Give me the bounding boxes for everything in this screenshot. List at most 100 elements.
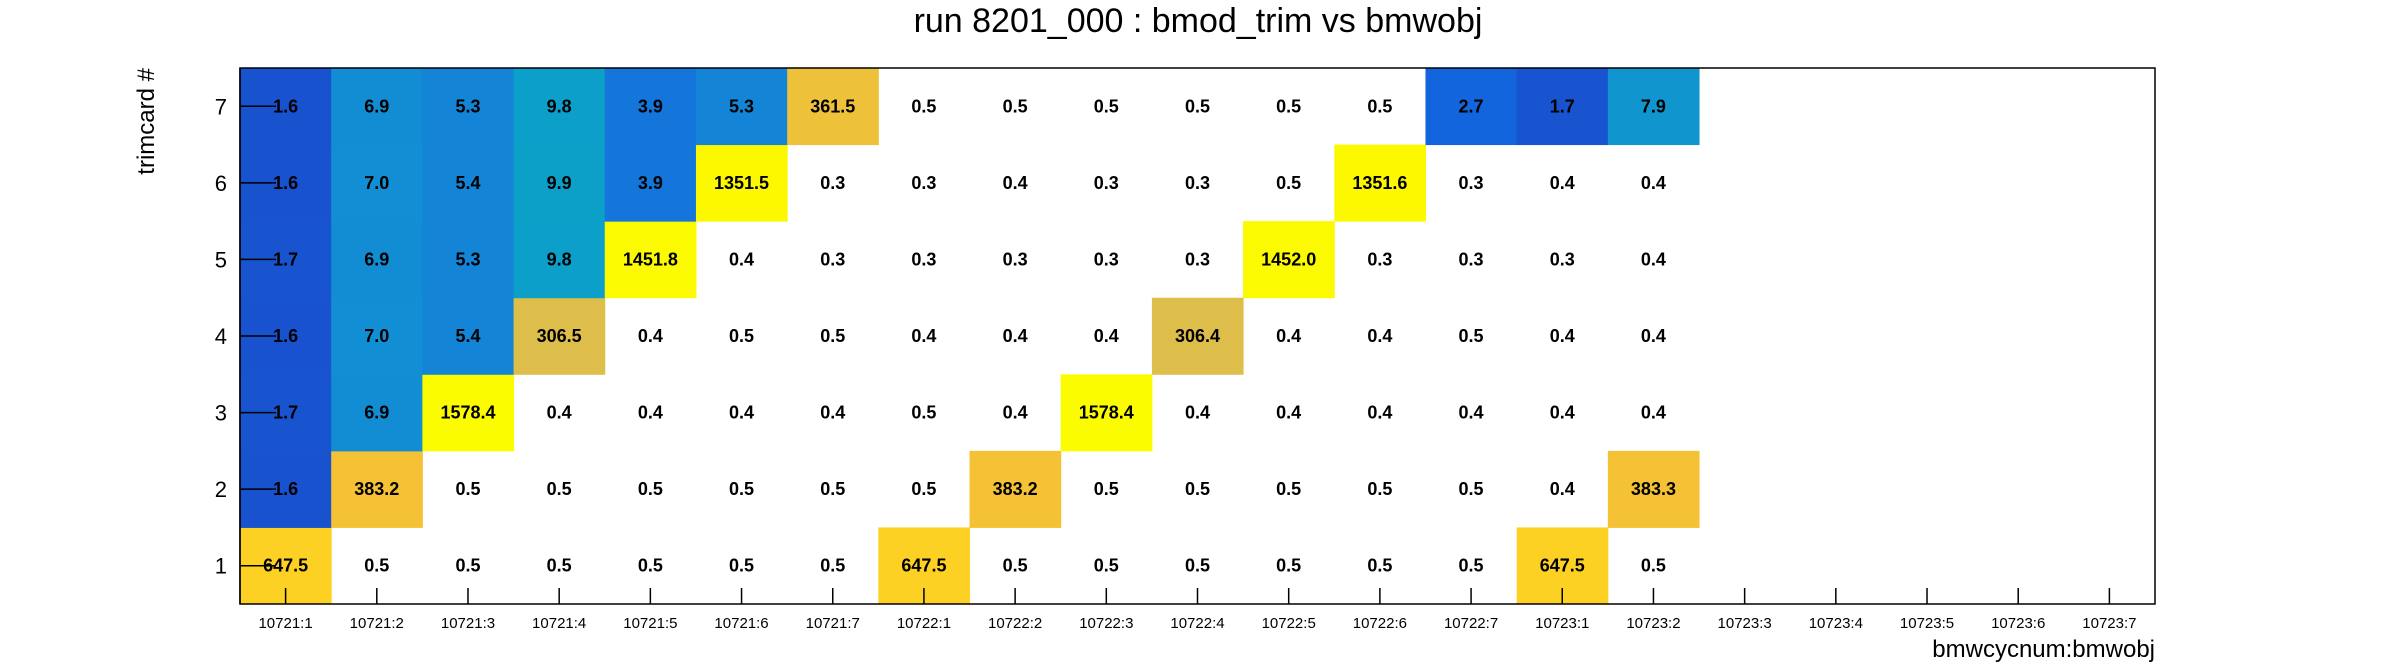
cell-value-label: 0.5 xyxy=(1003,556,1028,576)
cell-value-label: 9.8 xyxy=(547,249,572,269)
heatmap-cell xyxy=(331,221,423,299)
heatmap-cell xyxy=(513,221,606,299)
cell-value-label: 0.5 xyxy=(820,556,845,576)
cell-value-label: 6.9 xyxy=(364,249,389,269)
cell-value-label: 1578.4 xyxy=(440,403,495,423)
cell-value-label: 0.3 xyxy=(1094,173,1119,193)
x-tick-label: 10721:4 xyxy=(532,615,586,632)
cell-value-label: 361.5 xyxy=(810,96,855,116)
cell-value-label: 0.4 xyxy=(1641,249,1666,269)
x-axis-title: bmwcycnum:bmwobj xyxy=(1932,636,2155,663)
cell-value-label: 1351.5 xyxy=(714,173,769,193)
heatmap-cell xyxy=(1607,450,1700,528)
cell-value-label: 0.5 xyxy=(911,479,936,499)
cell-value-label: 0.5 xyxy=(1459,326,1484,346)
cell-value-label: 0.5 xyxy=(1185,479,1210,499)
cell-value-label: 0.3 xyxy=(1094,249,1119,269)
x-tick-label: 10723:6 xyxy=(1991,615,2045,632)
cell-value-label: 647.5 xyxy=(263,556,308,576)
cell-value-label: 0.5 xyxy=(1094,479,1119,499)
cell-value-label: 0.5 xyxy=(1094,556,1119,576)
cell-value-label: 6.9 xyxy=(364,96,389,116)
cell-value-label: 6.9 xyxy=(364,403,389,423)
cell-value-label: 0.4 xyxy=(1550,479,1575,499)
cell-value-label: 0.3 xyxy=(1185,173,1210,193)
x-tick-label: 10722:5 xyxy=(1262,615,1316,632)
cell-value-label: 0.4 xyxy=(1276,403,1301,423)
cell-value-label: 306.5 xyxy=(537,326,582,346)
x-tick-label: 10721:2 xyxy=(350,615,404,632)
cell-value-label: 0.5 xyxy=(1185,96,1210,116)
cell-value-label: 0.5 xyxy=(1276,479,1301,499)
cell-value-label: 0.3 xyxy=(911,249,936,269)
cell-value-label: 9.8 xyxy=(547,96,572,116)
x-tick-label: 10722:3 xyxy=(1079,615,1133,632)
x-tick-label: 10721:5 xyxy=(623,615,677,632)
cell-value-label: 7.9 xyxy=(1641,96,1666,116)
cell-value-label: 5.4 xyxy=(455,173,480,193)
cell-value-label: 3.9 xyxy=(638,96,663,116)
cell-value-label: 0.4 xyxy=(1550,173,1575,193)
y-tick-label: 3 xyxy=(215,401,227,426)
heatmap-cell xyxy=(331,374,423,452)
cell-value-label: 0.4 xyxy=(1641,326,1666,346)
cell-value-label: 0.4 xyxy=(1094,326,1119,346)
heatmap-cell xyxy=(1516,68,1609,146)
cell-value-label: 0.4 xyxy=(638,326,663,346)
cell-value-label: 0.3 xyxy=(820,173,845,193)
cell-value-label: 0.5 xyxy=(1367,556,1392,576)
cell-value-label: 3.9 xyxy=(638,173,663,193)
cell-value-label: 0.5 xyxy=(820,326,845,346)
cell-value-label: 0.4 xyxy=(729,249,754,269)
x-tick-label: 10721:7 xyxy=(806,615,860,632)
heatmap-cell xyxy=(604,68,697,146)
cell-value-label: 0.5 xyxy=(729,556,754,576)
cell-value-label: 0.4 xyxy=(820,403,845,423)
cell-value-label: 306.4 xyxy=(1175,326,1220,346)
cell-value-label: 0.3 xyxy=(1550,249,1575,269)
heatmap-cell xyxy=(969,450,1062,528)
y-tick-label: 1 xyxy=(215,554,227,579)
x-tick-label: 10721:6 xyxy=(714,615,768,632)
cell-value-label: 0.5 xyxy=(455,479,480,499)
x-tick-label: 10721:1 xyxy=(258,615,312,632)
cell-value-label: 0.3 xyxy=(820,249,845,269)
cell-value-label: 0.4 xyxy=(911,326,936,346)
cell-value-label: 0.5 xyxy=(638,479,663,499)
cell-value-label: 0.4 xyxy=(1641,403,1666,423)
cell-value-label: 1.6 xyxy=(273,326,298,346)
y-tick-label: 7 xyxy=(215,94,227,119)
y-tick-label: 6 xyxy=(215,171,227,196)
cell-value-label: 0.5 xyxy=(1459,479,1484,499)
cell-value-label: 0.3 xyxy=(1003,249,1028,269)
y-tick-label: 4 xyxy=(215,324,227,349)
heatmap-cells: 647.5 0.5 0.5 0.5 0.5 0.5 0.5 647.5 0.5 0.5 0.5 0.5… xyxy=(240,68,1700,605)
x-axis: 10721:1 10721:2 10721:3 10721:4 10721:5 10721… xyxy=(258,588,2137,632)
cell-value-label: 0.4 xyxy=(1276,326,1301,346)
cell-value-label: 0.5 xyxy=(1367,479,1392,499)
x-tick-label: 10721:3 xyxy=(441,615,495,632)
cell-value-label: 0.4 xyxy=(1550,326,1575,346)
cell-value-label: 0.4 xyxy=(638,403,663,423)
heatmap-cell xyxy=(604,221,697,299)
y-tick-label: 2 xyxy=(215,477,227,502)
cell-value-label: 2.7 xyxy=(1459,96,1484,116)
x-tick-label: 10722:7 xyxy=(1444,615,1498,632)
cell-value-label: 0.5 xyxy=(1641,556,1666,576)
cell-value-label: 0.5 xyxy=(1094,96,1119,116)
cell-value-label: 1351.6 xyxy=(1352,173,1407,193)
x-tick-label: 10723:4 xyxy=(1809,615,1863,632)
cell-value-label: 5.3 xyxy=(455,96,480,116)
cell-value-label: 0.3 xyxy=(1459,173,1484,193)
heatmap-cell xyxy=(422,68,515,146)
cell-value-label: 0.5 xyxy=(1276,96,1301,116)
heatmap-cell xyxy=(331,450,423,528)
heatmap-cell xyxy=(695,144,788,222)
cell-value-label: 383.3 xyxy=(1631,479,1676,499)
heatmap-cell xyxy=(513,68,606,146)
heatmap-cell xyxy=(1425,68,1518,146)
cell-value-label: 1.7 xyxy=(1550,96,1575,116)
heatmap-cell xyxy=(787,68,879,146)
x-tick-label: 10722:6 xyxy=(1353,615,1407,632)
x-tick-label: 10722:4 xyxy=(1170,615,1224,632)
